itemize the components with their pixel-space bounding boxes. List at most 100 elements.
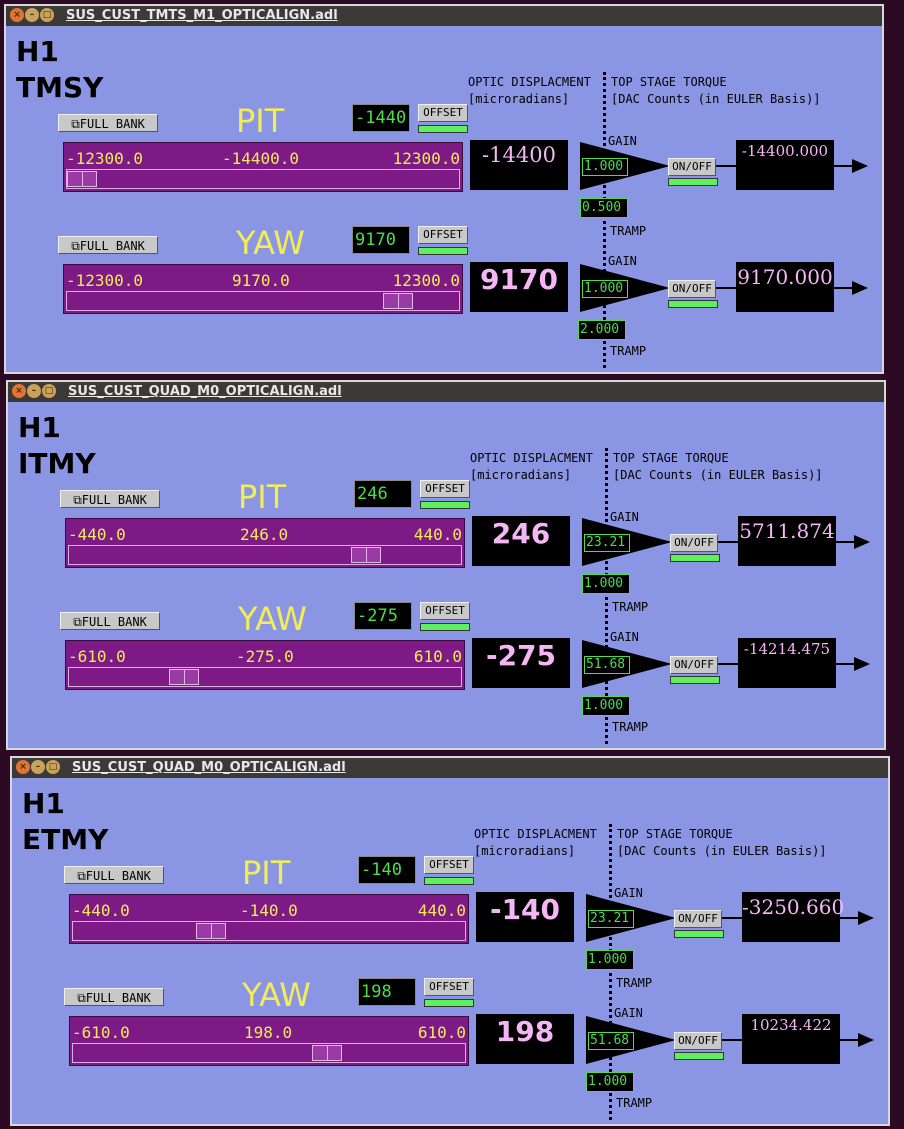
window-titlebar[interactable]: × – □ SUS_CUST_QUAD_M0_OPTICALIGN.adl: [12, 758, 888, 778]
offset-button-yaw[interactable]: OFFSET: [420, 602, 470, 620]
tramp-value-pit[interactable]: 1.000: [582, 574, 630, 594]
offset-indicator-yaw: [420, 623, 470, 631]
gain-label-yaw: GAIN: [610, 630, 639, 644]
optic-displacement-pit: -140: [476, 892, 574, 942]
close-icon[interactable]: ×: [12, 384, 26, 398]
slider-track[interactable]: [66, 169, 460, 189]
minimize-icon[interactable]: –: [31, 760, 45, 774]
offset-button-pit[interactable]: OFFSET: [420, 480, 470, 498]
torque-header: TOP STAGE TORQUE [DAC Counts (in EULER B…: [613, 450, 823, 484]
gain-value-pit[interactable]: 23.21: [588, 910, 634, 928]
slider-max: 610.0: [417, 1023, 466, 1042]
tramp-label-pit: TRAMP: [612, 600, 649, 614]
full-bank-button-pit[interactable]: ⧉FULL BANK: [64, 866, 164, 884]
gain-value-yaw[interactable]: 51.68: [588, 1032, 634, 1050]
offset-button-pit[interactable]: OFFSET: [424, 856, 474, 874]
optic-header-line1: OPTIC DISPLACMENT: [474, 827, 597, 841]
close-icon[interactable]: ×: [16, 760, 30, 774]
offset-indicator-yaw: [418, 247, 468, 255]
full-bank-button-yaw[interactable]: ⧉FULL BANK: [64, 988, 164, 1006]
ifo-label: H1: [16, 35, 59, 68]
optic-displacement-pit: 246: [472, 516, 570, 566]
tramp-value-pit[interactable]: 1.000: [586, 950, 634, 970]
gain-value-pit[interactable]: 1.000: [582, 158, 628, 176]
offset-value-yaw[interactable]: 9170: [352, 226, 410, 254]
full-bank-button-pit[interactable]: ⧉FULL BANK: [58, 114, 158, 132]
arrow-right-icon: [836, 657, 870, 671]
tramp-label-yaw: TRAMP: [612, 720, 649, 734]
slider-knob[interactable]: [67, 171, 97, 187]
slider-track[interactable]: [72, 921, 466, 941]
close-icon[interactable]: ×: [10, 8, 24, 22]
optic-label: TMSY: [16, 71, 104, 104]
gain-value-yaw[interactable]: 1.000: [582, 280, 628, 298]
maximize-icon[interactable]: □: [42, 384, 56, 398]
tramp-value-yaw[interactable]: 2.000: [578, 320, 626, 340]
window-title: SUS_CUST_QUAD_M0_OPTICALIGN.adl: [68, 384, 342, 399]
slider-yaw[interactable]: -12300.0 9170.0 12300.0: [63, 264, 463, 314]
optic-header-line2: [microradians]: [468, 92, 570, 106]
maximize-icon[interactable]: □: [40, 8, 54, 22]
onoff-button-yaw[interactable]: ON/OFF: [670, 656, 718, 674]
window-title: SUS_CUST_QUAD_M0_OPTICALIGN.adl: [72, 760, 346, 775]
onoff-button-yaw[interactable]: ON/OFF: [668, 280, 716, 298]
slider-current: -140.0: [240, 901, 298, 920]
window-titlebar[interactable]: × – □ SUS_CUST_TMTS_M1_OPTICALIGN.adl: [6, 6, 882, 26]
slider-pit[interactable]: -12300.0 -14400.0 12300.0: [63, 142, 463, 192]
offset-value-yaw[interactable]: 198: [358, 978, 416, 1006]
offset-button-pit[interactable]: OFFSET: [418, 104, 468, 122]
offset-value-pit[interactable]: 246: [354, 480, 412, 508]
slider-knob[interactable]: [196, 923, 226, 939]
slider-knob[interactable]: [351, 547, 381, 563]
slider-knob[interactable]: [312, 1045, 342, 1061]
window-icon: ⧉: [77, 991, 86, 1005]
minimize-icon[interactable]: –: [25, 8, 39, 22]
minimize-icon[interactable]: –: [27, 384, 41, 398]
window-icon: ⧉: [77, 869, 86, 883]
window-icon: ⧉: [73, 493, 82, 507]
onoff-indicator-yaw: [670, 676, 720, 684]
window-titlebar[interactable]: × – □ SUS_CUST_QUAD_M0_OPTICALIGN.adl: [8, 382, 884, 402]
slider-track[interactable]: [72, 1043, 466, 1063]
onoff-button-pit[interactable]: ON/OFF: [668, 158, 716, 176]
full-bank-button-yaw[interactable]: ⧉FULL BANK: [58, 236, 158, 254]
slider-knob[interactable]: [383, 293, 413, 309]
gain-value-yaw[interactable]: 51.68: [584, 656, 630, 674]
slider-track[interactable]: [66, 291, 460, 311]
onoff-button-pit[interactable]: ON/OFF: [670, 534, 718, 552]
tramp-value-yaw[interactable]: 1.000: [586, 1072, 634, 1092]
slider-pit[interactable]: -440.0 -140.0 440.0: [69, 894, 469, 944]
window-icon: ⧉: [71, 239, 80, 253]
slider-track[interactable]: [68, 667, 462, 687]
gain-label-pit: GAIN: [608, 134, 637, 148]
maximize-icon[interactable]: □: [46, 760, 60, 774]
window-content: H1 ETMY OPTIC DISPLACMENT [microradians]…: [14, 780, 886, 1122]
slider-max: 440.0: [413, 525, 462, 544]
slider-track[interactable]: [68, 545, 462, 565]
onoff-indicator-pit: [674, 930, 724, 938]
torque-header-line2: [DAC Counts (in EULER Basis)]: [613, 468, 823, 482]
onoff-button-yaw[interactable]: ON/OFF: [674, 1032, 722, 1050]
axis-label-yaw: YAW: [236, 224, 305, 262]
slider-yaw[interactable]: -610.0 -275.0 610.0: [65, 640, 465, 690]
gain-value-pit[interactable]: 23.21: [584, 534, 630, 552]
tramp-value-yaw[interactable]: 1.000: [582, 696, 630, 716]
slider-pit[interactable]: -440.0 246.0 440.0: [65, 518, 465, 568]
tramp-label-pit: TRAMP: [610, 224, 647, 238]
optic-label: ETMY: [22, 823, 109, 856]
offset-value-yaw[interactable]: -275: [354, 602, 412, 630]
tramp-label-yaw: TRAMP: [616, 1096, 653, 1110]
onoff-button-pit[interactable]: ON/OFF: [674, 910, 722, 928]
offset-button-yaw[interactable]: OFFSET: [418, 226, 468, 244]
offset-value-pit[interactable]: -140: [358, 856, 416, 884]
torque-output-pit: -3250.660: [742, 892, 844, 942]
full-bank-button-pit[interactable]: ⧉FULL BANK: [60, 490, 160, 508]
offset-value-pit[interactable]: -1440: [352, 104, 410, 132]
full-bank-button-yaw[interactable]: ⧉FULL BANK: [60, 612, 160, 630]
offset-button-yaw[interactable]: OFFSET: [424, 978, 474, 996]
slider-knob[interactable]: [169, 669, 199, 685]
slider-yaw[interactable]: -610.0 198.0 610.0: [69, 1016, 469, 1066]
slider-current: 246.0: [240, 525, 289, 544]
divider-line: [603, 72, 606, 368]
tramp-value-pit[interactable]: 0.500: [580, 198, 628, 218]
